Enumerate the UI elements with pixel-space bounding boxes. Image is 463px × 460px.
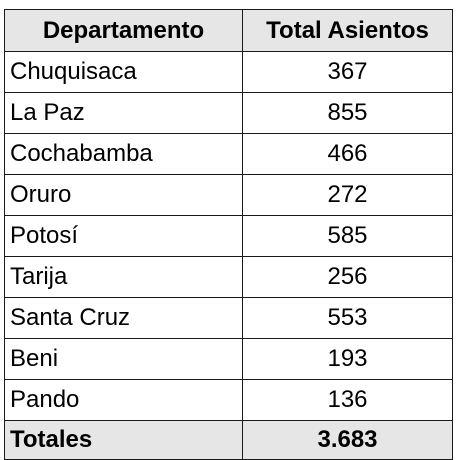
total-seats-cell: 855 — [242, 92, 453, 134]
total-seats-cell: 553 — [242, 297, 453, 339]
table-row: Chuquisaca 367 — [4, 51, 453, 93]
column-header-department: Departamento — [4, 9, 243, 52]
department-cell: Tarija — [4, 256, 243, 298]
department-cell: Chuquisaca — [4, 51, 243, 93]
table-row: Tarija 256 — [4, 256, 453, 298]
totals-value: 3.683 — [242, 420, 453, 460]
total-seats-cell: 466 — [242, 133, 453, 175]
column-header-total-seats: Total Asientos — [242, 9, 453, 52]
table-row: La Paz 855 — [4, 92, 453, 134]
department-cell: Pando — [4, 379, 243, 421]
department-cell: Cochabamba — [4, 133, 243, 175]
table-row: Potosí 585 — [4, 215, 453, 257]
department-cell: Santa Cruz — [4, 297, 243, 339]
table-row: Pando 136 — [4, 379, 453, 421]
total-seats-cell: 272 — [242, 174, 453, 216]
total-seats-cell: 367 — [242, 51, 453, 93]
totals-label: Totales — [4, 420, 243, 460]
totals-row: Totales 3.683 — [4, 420, 453, 460]
department-cell: Potosí — [4, 215, 243, 257]
department-cell: Beni — [4, 338, 243, 380]
table-row: Cochabamba 466 — [4, 133, 453, 175]
total-seats-cell: 193 — [242, 338, 453, 380]
seats-table: Departamento Total Asientos Chuquisaca 3… — [4, 9, 453, 460]
department-cell: Oruro — [4, 174, 243, 216]
table-row: Santa Cruz 553 — [4, 297, 453, 339]
table-row: Beni 193 — [4, 338, 453, 380]
table-row: Oruro 272 — [4, 174, 453, 216]
table-header-row: Departamento Total Asientos — [4, 9, 453, 52]
department-cell: La Paz — [4, 92, 243, 134]
seats-table-container: Departamento Total Asientos Chuquisaca 3… — [4, 9, 453, 460]
total-seats-cell: 256 — [242, 256, 453, 298]
total-seats-cell: 136 — [242, 379, 453, 421]
total-seats-cell: 585 — [242, 215, 453, 257]
